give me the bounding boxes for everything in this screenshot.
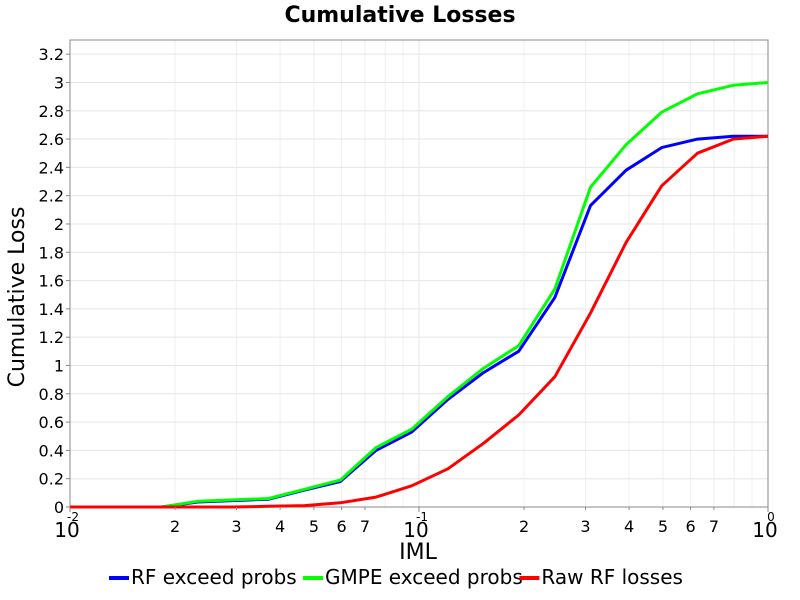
legend-label: Raw RF losses	[541, 565, 683, 589]
series-lines	[70, 81, 769, 509]
x-tick-label: 10	[752, 518, 777, 542]
y-tick-label: 2.8	[39, 102, 64, 121]
y-tick-label: 1.4	[39, 300, 64, 319]
legend-label: GMPE exceed probs	[325, 565, 523, 589]
y-tick-label: 3.2	[39, 45, 64, 64]
chart-title: Cumulative Losses	[284, 3, 515, 28]
y-tick-label: 0.2	[39, 470, 64, 489]
x-tick-label: 10	[54, 518, 79, 542]
x-minor-tick-label: 7	[360, 517, 370, 536]
y-tick-label: 1.2	[39, 328, 64, 347]
y-tick-label: 2.4	[39, 158, 64, 177]
axes: 0 0.2 0.4 0.6 0.8 1 1.2 1.4 1.6 1.8 2 2.2 2.4 2.6 2.8 3…	[39, 45, 778, 542]
x-minor-tick-label: 4	[275, 517, 285, 536]
x-minor-tick-label: 5	[309, 517, 319, 536]
x-minor-tick-label: 2	[519, 517, 529, 536]
legend-label: RF exceed probs	[131, 565, 297, 589]
y-tick-label: 2	[54, 215, 64, 234]
y-tick-label: 3	[54, 73, 64, 92]
series-line-gmpe-exceed-probs	[70, 81, 769, 509]
x-minor-tick-label: 6	[336, 517, 346, 536]
x-tick-label: 10	[403, 518, 428, 542]
x-tick-exponent: -1	[416, 510, 428, 524]
y-tick-label: 1.8	[39, 243, 64, 262]
x-minor-tick-label: 2	[170, 517, 180, 536]
legend: RF exceed probs GMPE exceed probs Raw RF l…	[109, 565, 683, 589]
x-axis-label: IML	[399, 540, 437, 565]
x-tick-exponent: 0	[767, 510, 775, 524]
y-tick-label: 2.2	[39, 187, 64, 206]
x-minor-tick-label: 6	[685, 517, 695, 536]
x-minor-tick-label: 4	[624, 517, 634, 536]
y-tick-label: 0.6	[39, 413, 64, 432]
y-tick-label: 0	[54, 498, 64, 517]
series-line-raw-rf-losses	[70, 134, 769, 509]
x-tick-exponent: -2	[67, 510, 79, 524]
y-tick-label: 2.6	[39, 130, 64, 149]
y-tick-label: 0.8	[39, 385, 64, 404]
x-minor-tick-label: 3	[580, 517, 590, 536]
x-minor-tick-label: 3	[231, 517, 241, 536]
y-axis-label: Cumulative Loss	[5, 207, 30, 388]
y-tick-label: 1.6	[39, 272, 64, 291]
grid	[69, 40, 769, 508]
y-tick-label: 0.4	[39, 441, 64, 460]
x-minor-tick-label: 5	[658, 517, 668, 536]
y-tick-label: 1	[54, 356, 64, 375]
x-minor-tick-label: 7	[709, 517, 719, 536]
